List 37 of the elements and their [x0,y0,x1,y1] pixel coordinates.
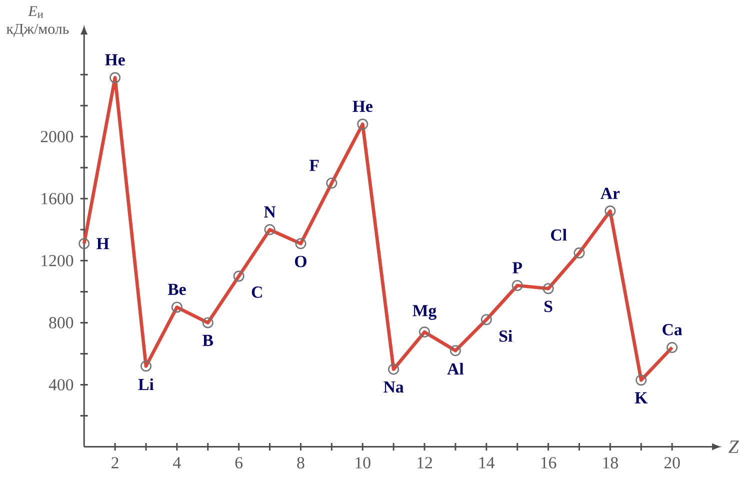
y-tick-label: 400 [48,379,74,390]
annotation: Be [168,284,186,295]
x-tick-label: 14 [479,457,495,468]
annotation: F [309,160,319,171]
x-axis-title: Z [728,440,739,453]
annotation: C [252,286,262,298]
annotation: Si [500,330,512,342]
annotation: B [202,334,214,346]
annotation: Li [138,378,154,390]
y-tick-label: 1600 [42,192,74,204]
annotation: He [105,54,125,66]
annotation: P [512,262,522,274]
annotation: Ar [600,188,620,199]
x-tick-label: 2 [112,457,118,468]
annotation: H [96,238,110,250]
x-tick-label: 4 [173,457,181,468]
annotation: Na [384,381,404,393]
annotation: Cl [551,228,567,241]
x-tick-label: 18 [603,457,618,468]
x-tick-label: 12 [418,457,432,468]
annotation: K [634,392,648,404]
annotation: He [352,100,372,112]
x-tick-label: 20 [664,457,680,468]
annotation: Al [447,362,464,374]
annotation: O [295,256,306,268]
x-tick-label: 8 [297,457,304,468]
annotation: N [264,206,276,218]
y-tick-label: 1200 [42,254,74,266]
x-tick-label: 16 [541,457,556,468]
y-tick-label: 800 [49,317,74,328]
annotation: Mg [412,305,436,320]
x-tick-label: 6 [235,457,243,468]
annotation: Ca [662,324,682,336]
y-axis-title: E$_{и}$ кДж/моль [6,6,69,37]
y-tick-label: 2000 [40,130,74,142]
annotation: S [544,300,552,312]
x-tick-label: 10 [356,457,370,468]
